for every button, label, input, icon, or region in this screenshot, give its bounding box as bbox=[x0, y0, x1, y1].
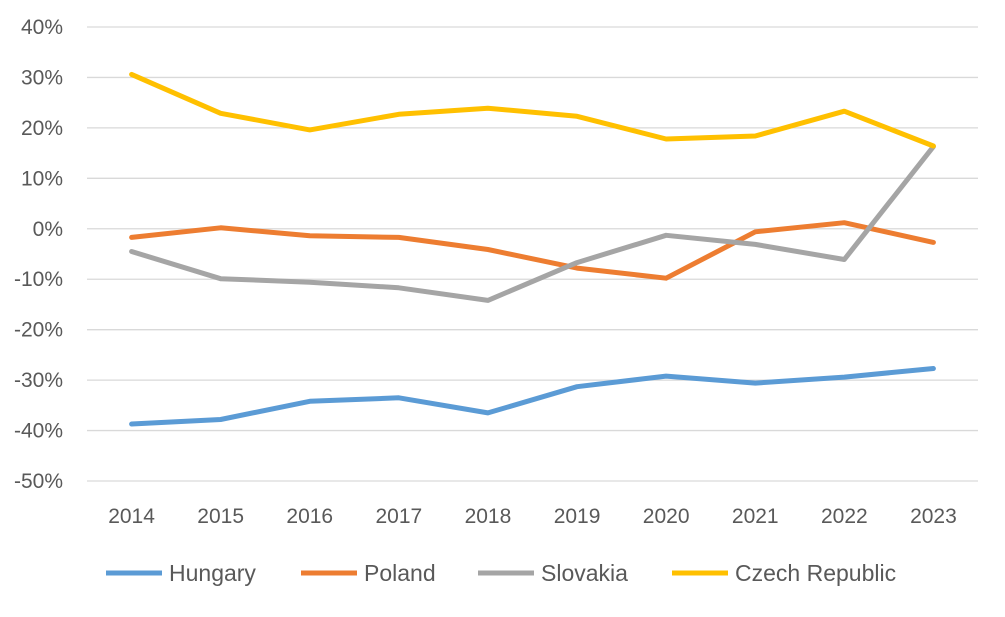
y-tick-label: -10% bbox=[14, 268, 63, 291]
legend-label-czech-republic: Czech Republic bbox=[735, 560, 896, 586]
legend-label-slovakia: Slovakia bbox=[541, 560, 628, 586]
x-tick-label: 2020 bbox=[643, 505, 690, 528]
x-tick-label: 2015 bbox=[197, 505, 244, 528]
y-tick-label: -40% bbox=[14, 420, 63, 443]
legend-label-hungary: Hungary bbox=[169, 560, 256, 586]
x-tick-label: 2022 bbox=[821, 505, 868, 528]
series-line-poland bbox=[129, 220, 936, 281]
series-lines bbox=[129, 71, 936, 427]
x-tick-label: 2017 bbox=[375, 505, 422, 528]
y-tick-label: -30% bbox=[14, 369, 63, 392]
legend: Hungary Poland Slovakia Czech Republic bbox=[106, 560, 896, 586]
x-tick-label: 2021 bbox=[732, 505, 779, 528]
series-line-czech-republic bbox=[129, 71, 936, 149]
series-line-hungary bbox=[129, 366, 936, 427]
y-tick-label: 10% bbox=[21, 167, 63, 190]
x-tick-label: 2023 bbox=[910, 505, 957, 528]
legend-label-poland: Poland bbox=[364, 560, 436, 586]
y-tick-label: -50% bbox=[14, 470, 63, 493]
y-tick-label: -20% bbox=[14, 319, 63, 342]
y-tick-label: 0% bbox=[33, 218, 63, 241]
gridlines bbox=[87, 26, 978, 482]
x-tick-label: 2019 bbox=[554, 505, 601, 528]
x-axis-tick-labels: 2014 2015 2016 2017 2018 2019 2020 2021 2022 2023 bbox=[108, 505, 957, 528]
x-tick-label: 2016 bbox=[286, 505, 333, 528]
x-tick-label: 2014 bbox=[108, 505, 155, 528]
series-line-slovakia bbox=[129, 144, 936, 303]
y-tick-label: 30% bbox=[21, 66, 63, 89]
y-tick-label: 40% bbox=[21, 16, 63, 39]
y-axis-tick-labels: 40% 30% 20% 10% 0% -10% -20% -30% -40% -50% bbox=[14, 16, 63, 493]
x-tick-label: 2018 bbox=[465, 505, 512, 528]
y-tick-label: 20% bbox=[21, 117, 63, 140]
